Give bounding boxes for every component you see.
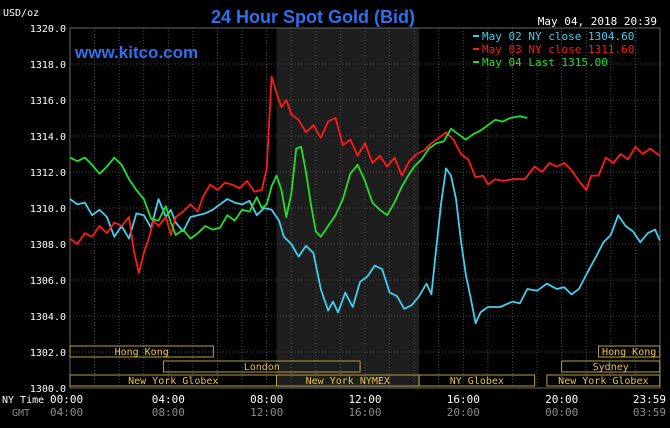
x-tick-label: 00:00 xyxy=(50,393,83,406)
legend-label-may03: May 03 NY close 1311.60 xyxy=(482,43,634,56)
x-tick-label: 16:00 xyxy=(447,393,480,406)
plot-border xyxy=(69,27,661,389)
legend-label-may02: May 02 NY close 1304.60 xyxy=(482,30,634,43)
y-tick-label: 1302.0 xyxy=(30,348,66,359)
y-tick-label: 1320.0 xyxy=(30,24,66,35)
session-label: London xyxy=(244,362,280,373)
session-bar xyxy=(546,374,661,387)
session-label: NY Globex xyxy=(450,376,504,387)
series-line-2 xyxy=(69,115,528,240)
y-tick-label: 1312.0 xyxy=(30,168,66,179)
price-series xyxy=(69,75,661,325)
y-tick-label: 1308.0 xyxy=(30,240,66,251)
nymex-session-shade xyxy=(276,28,420,388)
session-bar xyxy=(561,360,661,373)
x-tick-label: 23:59 xyxy=(633,393,666,406)
session-bar xyxy=(162,360,361,373)
session-label: Sydney xyxy=(593,362,629,373)
legend-label-may04: May 04 Last 1315.00 xyxy=(482,56,608,69)
x-tick-label: 12:00 xyxy=(250,406,283,419)
x-tick-label: 00:00 xyxy=(545,406,578,419)
session-label: New York Globex xyxy=(558,376,648,387)
session-label: Hong Kong xyxy=(115,347,169,358)
session-label: New York NYMEX xyxy=(306,376,390,387)
session-bar xyxy=(418,374,536,387)
y-tick-label: 1300.0 xyxy=(30,384,66,395)
y-axis-tick-labels: 1300.0 1302.0 1304.0 1306.0 1308.0 1310.0 1312… xyxy=(30,24,66,395)
legend: May 02 NY close 1304.60 May 03 NY close … xyxy=(473,30,634,69)
y-tick-label: 1316.0 xyxy=(30,96,66,107)
series-line-1 xyxy=(69,75,661,274)
unit-label: USD/oz xyxy=(3,8,39,19)
session-label: New York Globex xyxy=(128,376,218,387)
gridlines xyxy=(69,27,661,389)
y-tick-label: 1318.0 xyxy=(30,60,66,71)
x-tick-label: 16:00 xyxy=(348,406,381,419)
x-tick-label: 08:00 xyxy=(152,406,185,419)
y-tick-label: 1314.0 xyxy=(30,132,66,143)
session-label: Hong Kong xyxy=(602,347,656,358)
x-tick-label: 20:00 xyxy=(447,406,480,419)
session-bar xyxy=(69,345,214,358)
y-tick-label: 1306.0 xyxy=(30,276,66,287)
x-tick-label: 04:00 xyxy=(50,406,83,419)
y-tick-label: 1304.0 xyxy=(30,312,66,323)
x-tick-label: 08:00 xyxy=(250,393,283,406)
x-tick-label: 04:00 xyxy=(152,393,185,406)
session-bar xyxy=(598,345,661,358)
x-axis-tick-labels: 00:00 04:00 08:00 12:00 16:00 20:00 23:5904:00… xyxy=(50,393,666,419)
x-tick-label: 03:59 xyxy=(633,406,666,419)
timestamp: May 04, 2018 20:39 xyxy=(538,15,657,28)
chart-title: 24 Hour Spot Gold (Bid) xyxy=(211,7,415,27)
x-row-label-nytime: NY Time xyxy=(2,395,44,406)
y-tick-label: 1310.0 xyxy=(30,204,66,215)
watermark: www.kitco.com xyxy=(74,43,198,62)
market-sessions: Hong Kong London New York Globex New York N… xyxy=(69,345,661,387)
x-tick-label: 20:00 xyxy=(545,393,578,406)
x-row-label-gmt: GMT xyxy=(12,408,30,419)
series-line-0 xyxy=(69,167,661,325)
x-tick-label: 12:00 xyxy=(348,393,381,406)
